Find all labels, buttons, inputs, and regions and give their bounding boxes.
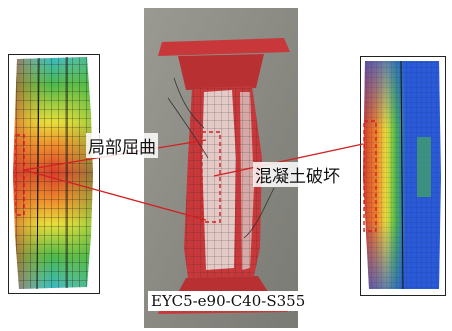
specimen-id-label: EYC5-e90-C40-S355	[148, 291, 309, 311]
fe-concrete-damage-model-icon	[363, 60, 441, 290]
fe-contour-model-icon	[13, 57, 93, 290]
local-buckling-label: 局部屈曲	[86, 133, 158, 158]
fe-steel-stress-model	[8, 54, 100, 294]
right-dashed-box	[363, 120, 377, 232]
left-dashed-box	[15, 134, 25, 216]
fe-concrete-damage-model	[360, 56, 446, 296]
concrete-failure-label: 混凝土破坏	[253, 162, 342, 187]
